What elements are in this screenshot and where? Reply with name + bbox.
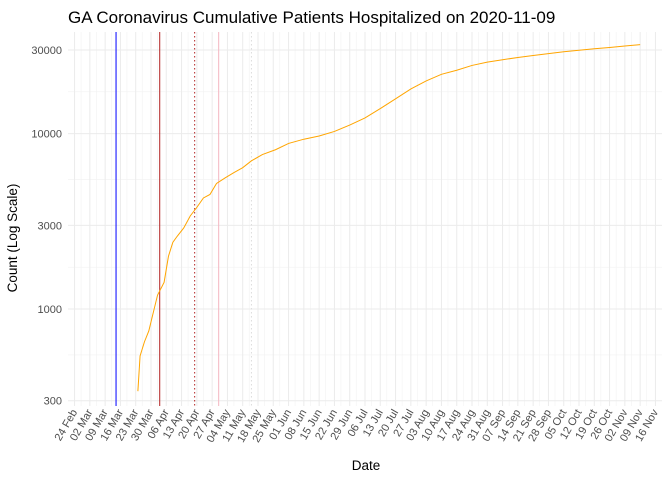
y-axis-ticks: 300 1000 3000 10000 30000 [31, 45, 62, 408]
y-tick-label: 300 [44, 396, 62, 408]
x-axis-title: Date [352, 458, 381, 473]
y-tick-label: 1000 [38, 304, 62, 316]
series [137, 44, 641, 392]
series-line [137, 44, 641, 392]
chart-title: GA Coronavirus Cumulative Patients Hospi… [68, 8, 555, 27]
y-tick-label: 30000 [31, 45, 62, 57]
reference-lines [115, 32, 252, 406]
grid [68, 32, 662, 406]
y-tick-label: 10000 [31, 129, 62, 141]
y-axis-title: Count (Log Scale) [5, 184, 20, 293]
y-tick-label: 3000 [38, 220, 62, 232]
